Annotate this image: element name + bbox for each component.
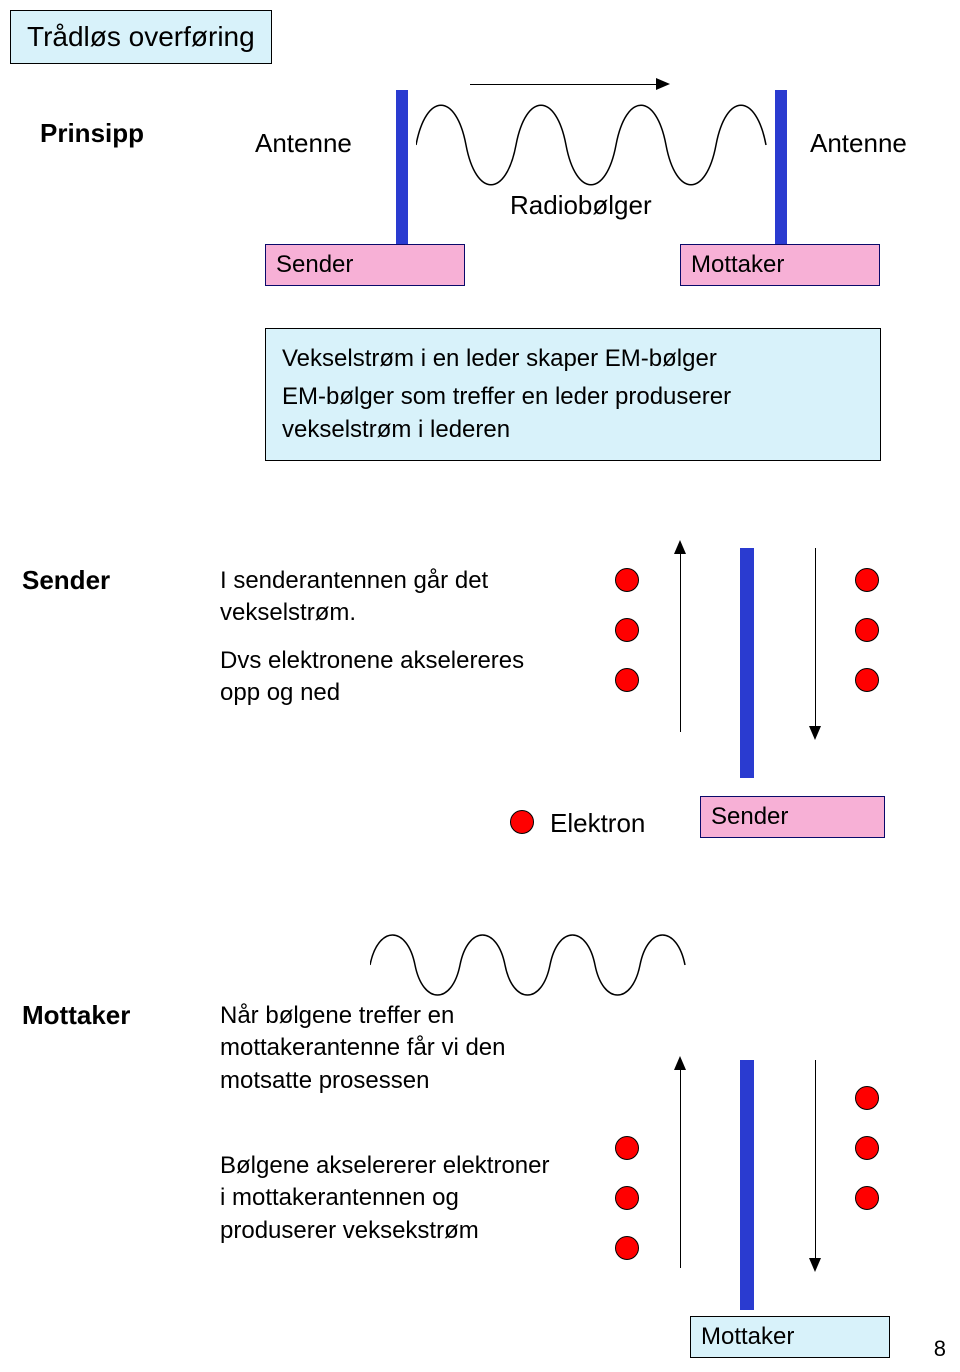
receiver-up-arrow-head (674, 1056, 686, 1070)
electron-legend-label: Elektron (550, 808, 645, 839)
explain-line2: EM-bølger som treffer en leder produsere… (282, 381, 864, 446)
receiver-antenna-box: Mottaker (690, 1316, 890, 1358)
direction-arrow-line (470, 84, 656, 85)
electron-dot (615, 618, 639, 642)
receiver-box-top: Mottaker (680, 244, 880, 286)
sender-up-arrow-line (680, 552, 681, 732)
sender-text1: I senderantennen går det vekselstrøm. (220, 565, 560, 630)
receiver-antenna-rod (740, 1060, 754, 1310)
electron-dot (855, 618, 879, 642)
electron-dot (615, 568, 639, 592)
antenna-label-right: Antenne (810, 128, 907, 159)
receiver-text2: Bølgene akselererer elektroner i mottake… (220, 1150, 560, 1247)
page-number: 8 (934, 1336, 946, 1362)
electron-dot (855, 1186, 879, 1210)
receiver-section-heading: Mottaker (22, 1000, 130, 1031)
page-title-box: Trådløs overføring (10, 10, 272, 64)
receiver-down-arrow-line (815, 1060, 816, 1260)
antenna-receiver-rod (775, 90, 787, 245)
electron-dot (855, 1136, 879, 1160)
sender-antenna-box: Sender (700, 796, 885, 838)
electron-dot (615, 668, 639, 692)
receiver-antenna-box-label: Mottaker (701, 1323, 794, 1350)
principle-label: Prinsipp (40, 118, 144, 149)
sender-antenna-rod (740, 548, 754, 778)
radiowave-icon (416, 100, 771, 190)
sender-antenna-box-label: Sender (711, 803, 788, 830)
electron-dot (615, 1236, 639, 1260)
electron-dot (855, 568, 879, 592)
explain-line1: Vekselstrøm i en leder skaper EM-bølger (282, 343, 864, 375)
electron-dot (855, 668, 879, 692)
sender-down-arrow-head (809, 726, 821, 740)
radiowaves-label: Radiobølger (510, 190, 652, 221)
receiver-box-top-label: Mottaker (691, 251, 784, 278)
direction-arrow-head (656, 78, 670, 90)
sender-down-arrow-line (815, 548, 816, 728)
receiver-up-arrow-line (680, 1068, 681, 1268)
explain-box: Vekselstrøm i en leder skaper EM-bølger … (265, 328, 881, 461)
sender-text2: Dvs elektronene akselereres opp og ned (220, 645, 560, 710)
sender-up-arrow-head (674, 540, 686, 554)
electron-legend-dot (510, 810, 534, 834)
sender-section-heading: Sender (22, 565, 110, 596)
sender-box-top: Sender (265, 244, 465, 286)
receiver-text1: Når bølgene treffer en mottakerantenne f… (220, 1000, 560, 1097)
receiver-down-arrow-head (809, 1258, 821, 1272)
receiver-wave-icon (370, 930, 700, 1000)
page-title: Trådløs overføring (27, 21, 255, 52)
antenna-label-left: Antenne (255, 128, 352, 159)
sender-box-top-label: Sender (276, 251, 353, 278)
electron-dot (615, 1136, 639, 1160)
electron-dot (855, 1086, 879, 1110)
electron-dot (615, 1186, 639, 1210)
antenna-sender-rod (396, 90, 408, 245)
